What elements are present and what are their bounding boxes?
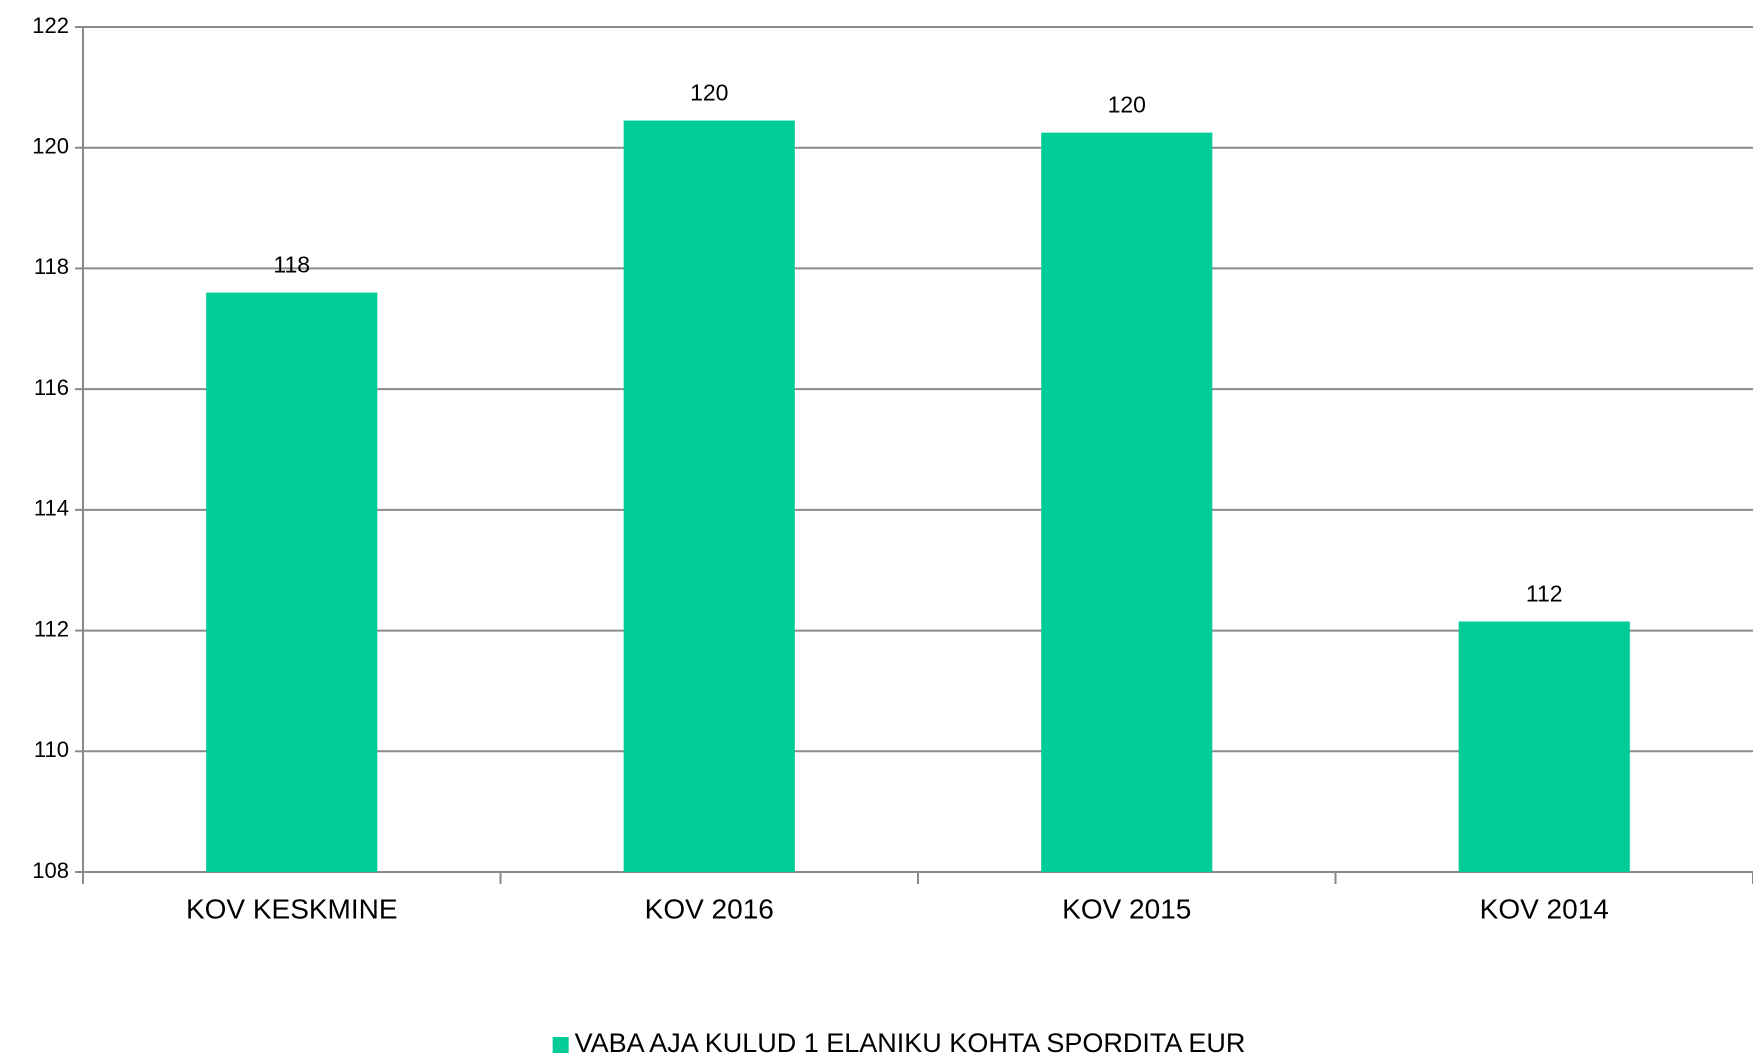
- y-tick-label: 114: [34, 496, 69, 521]
- bar: [1458, 621, 1630, 872]
- value-label: 120: [1108, 92, 1146, 118]
- x-tick-label: KOV 2015: [1062, 893, 1191, 924]
- y-tick-label: 118: [34, 254, 69, 279]
- bar: [623, 120, 795, 872]
- legend-swatch: [552, 1037, 569, 1053]
- y-tick-label: 120: [32, 134, 69, 159]
- bar: [1041, 132, 1213, 872]
- x-tick-label: KOV 2014: [1480, 893, 1609, 924]
- x-tick-label: KOV KESKMINE: [186, 893, 398, 924]
- x-tick-label: KOV 2016: [645, 893, 774, 924]
- value-label: 112: [1526, 581, 1563, 607]
- y-tick-label: 110: [34, 737, 69, 762]
- legend-label: VABA AJA KULUD 1 ELANIKU KOHTA SPORDITA …: [575, 1028, 1246, 1058]
- y-tick-label: 112: [34, 616, 69, 641]
- y-tick-label: 122: [32, 13, 69, 38]
- value-label: 120: [690, 80, 728, 106]
- y-tick-label: 108: [32, 858, 69, 883]
- value-label: 118: [273, 252, 310, 278]
- bar: [206, 292, 378, 873]
- y-tick-label: 116: [34, 375, 69, 400]
